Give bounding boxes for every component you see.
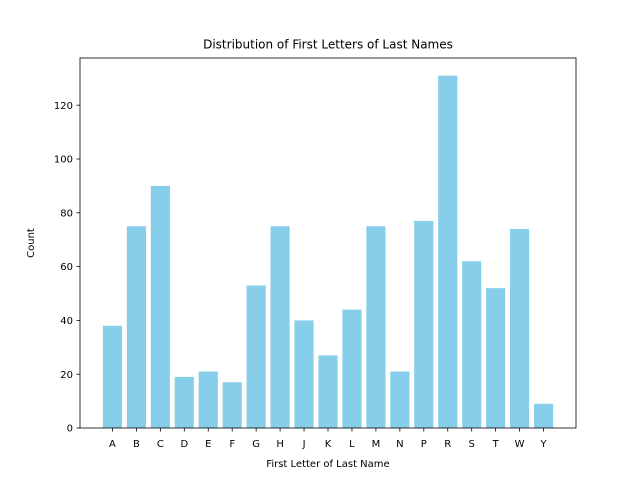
y-axis-label: Count (26, 228, 37, 258)
bar-N (390, 371, 410, 428)
bar-Y (533, 403, 554, 428)
bar-P (414, 220, 434, 428)
x-tick-label: J (302, 439, 306, 450)
x-tick-label: G (252, 439, 260, 450)
x-tick-label: Y (539, 439, 547, 450)
x-tick-label: H (276, 439, 284, 450)
bar-E (198, 371, 218, 428)
y-tick-label: 20 (60, 370, 73, 381)
bars-group (102, 75, 554, 428)
bar-M (366, 226, 386, 428)
x-tick-label: E (205, 439, 211, 450)
x-tick-label: A (109, 439, 116, 450)
x-tick-label: W (515, 439, 525, 450)
bar-J (294, 320, 314, 428)
bar-R (438, 75, 458, 428)
bar-S (462, 261, 482, 428)
y-axis: 0 20 40 60 80 100 120 (54, 101, 80, 435)
y-tick-label: 60 (60, 262, 73, 273)
x-tick-label: B (133, 439, 140, 450)
chart-title: Distribution of First Letters of Last Na… (203, 38, 453, 52)
bar-B (126, 226, 146, 428)
y-tick-label: 0 (67, 424, 73, 435)
x-tick-label: K (325, 439, 332, 450)
x-tick-label: M (372, 439, 381, 450)
bar-L (342, 309, 362, 428)
y-tick-label: 120 (54, 101, 73, 112)
x-tick-label: C (157, 439, 164, 450)
x-tick-label: D (180, 439, 188, 450)
bar-D (174, 376, 194, 428)
bar-H (270, 226, 290, 428)
bar-K (318, 355, 338, 428)
bar-T (486, 288, 506, 428)
bar-W (510, 228, 530, 428)
bar-G (246, 285, 266, 428)
x-tick-label: T (492, 439, 500, 450)
bar-A (102, 325, 123, 428)
y-tick-label: 100 (54, 155, 73, 166)
bar-C (150, 185, 170, 428)
y-tick-label: 80 (60, 208, 73, 219)
x-tick-label: N (396, 439, 403, 450)
x-tick-label: L (349, 439, 355, 450)
x-tick-label: F (229, 439, 235, 450)
x-tick-label: P (421, 439, 427, 450)
bar-F (222, 382, 242, 428)
x-axis-label: First Letter of Last Name (266, 459, 389, 470)
y-tick-label: 40 (60, 316, 73, 327)
x-tick-label: S (469, 439, 475, 450)
x-tick-label: R (444, 439, 451, 450)
